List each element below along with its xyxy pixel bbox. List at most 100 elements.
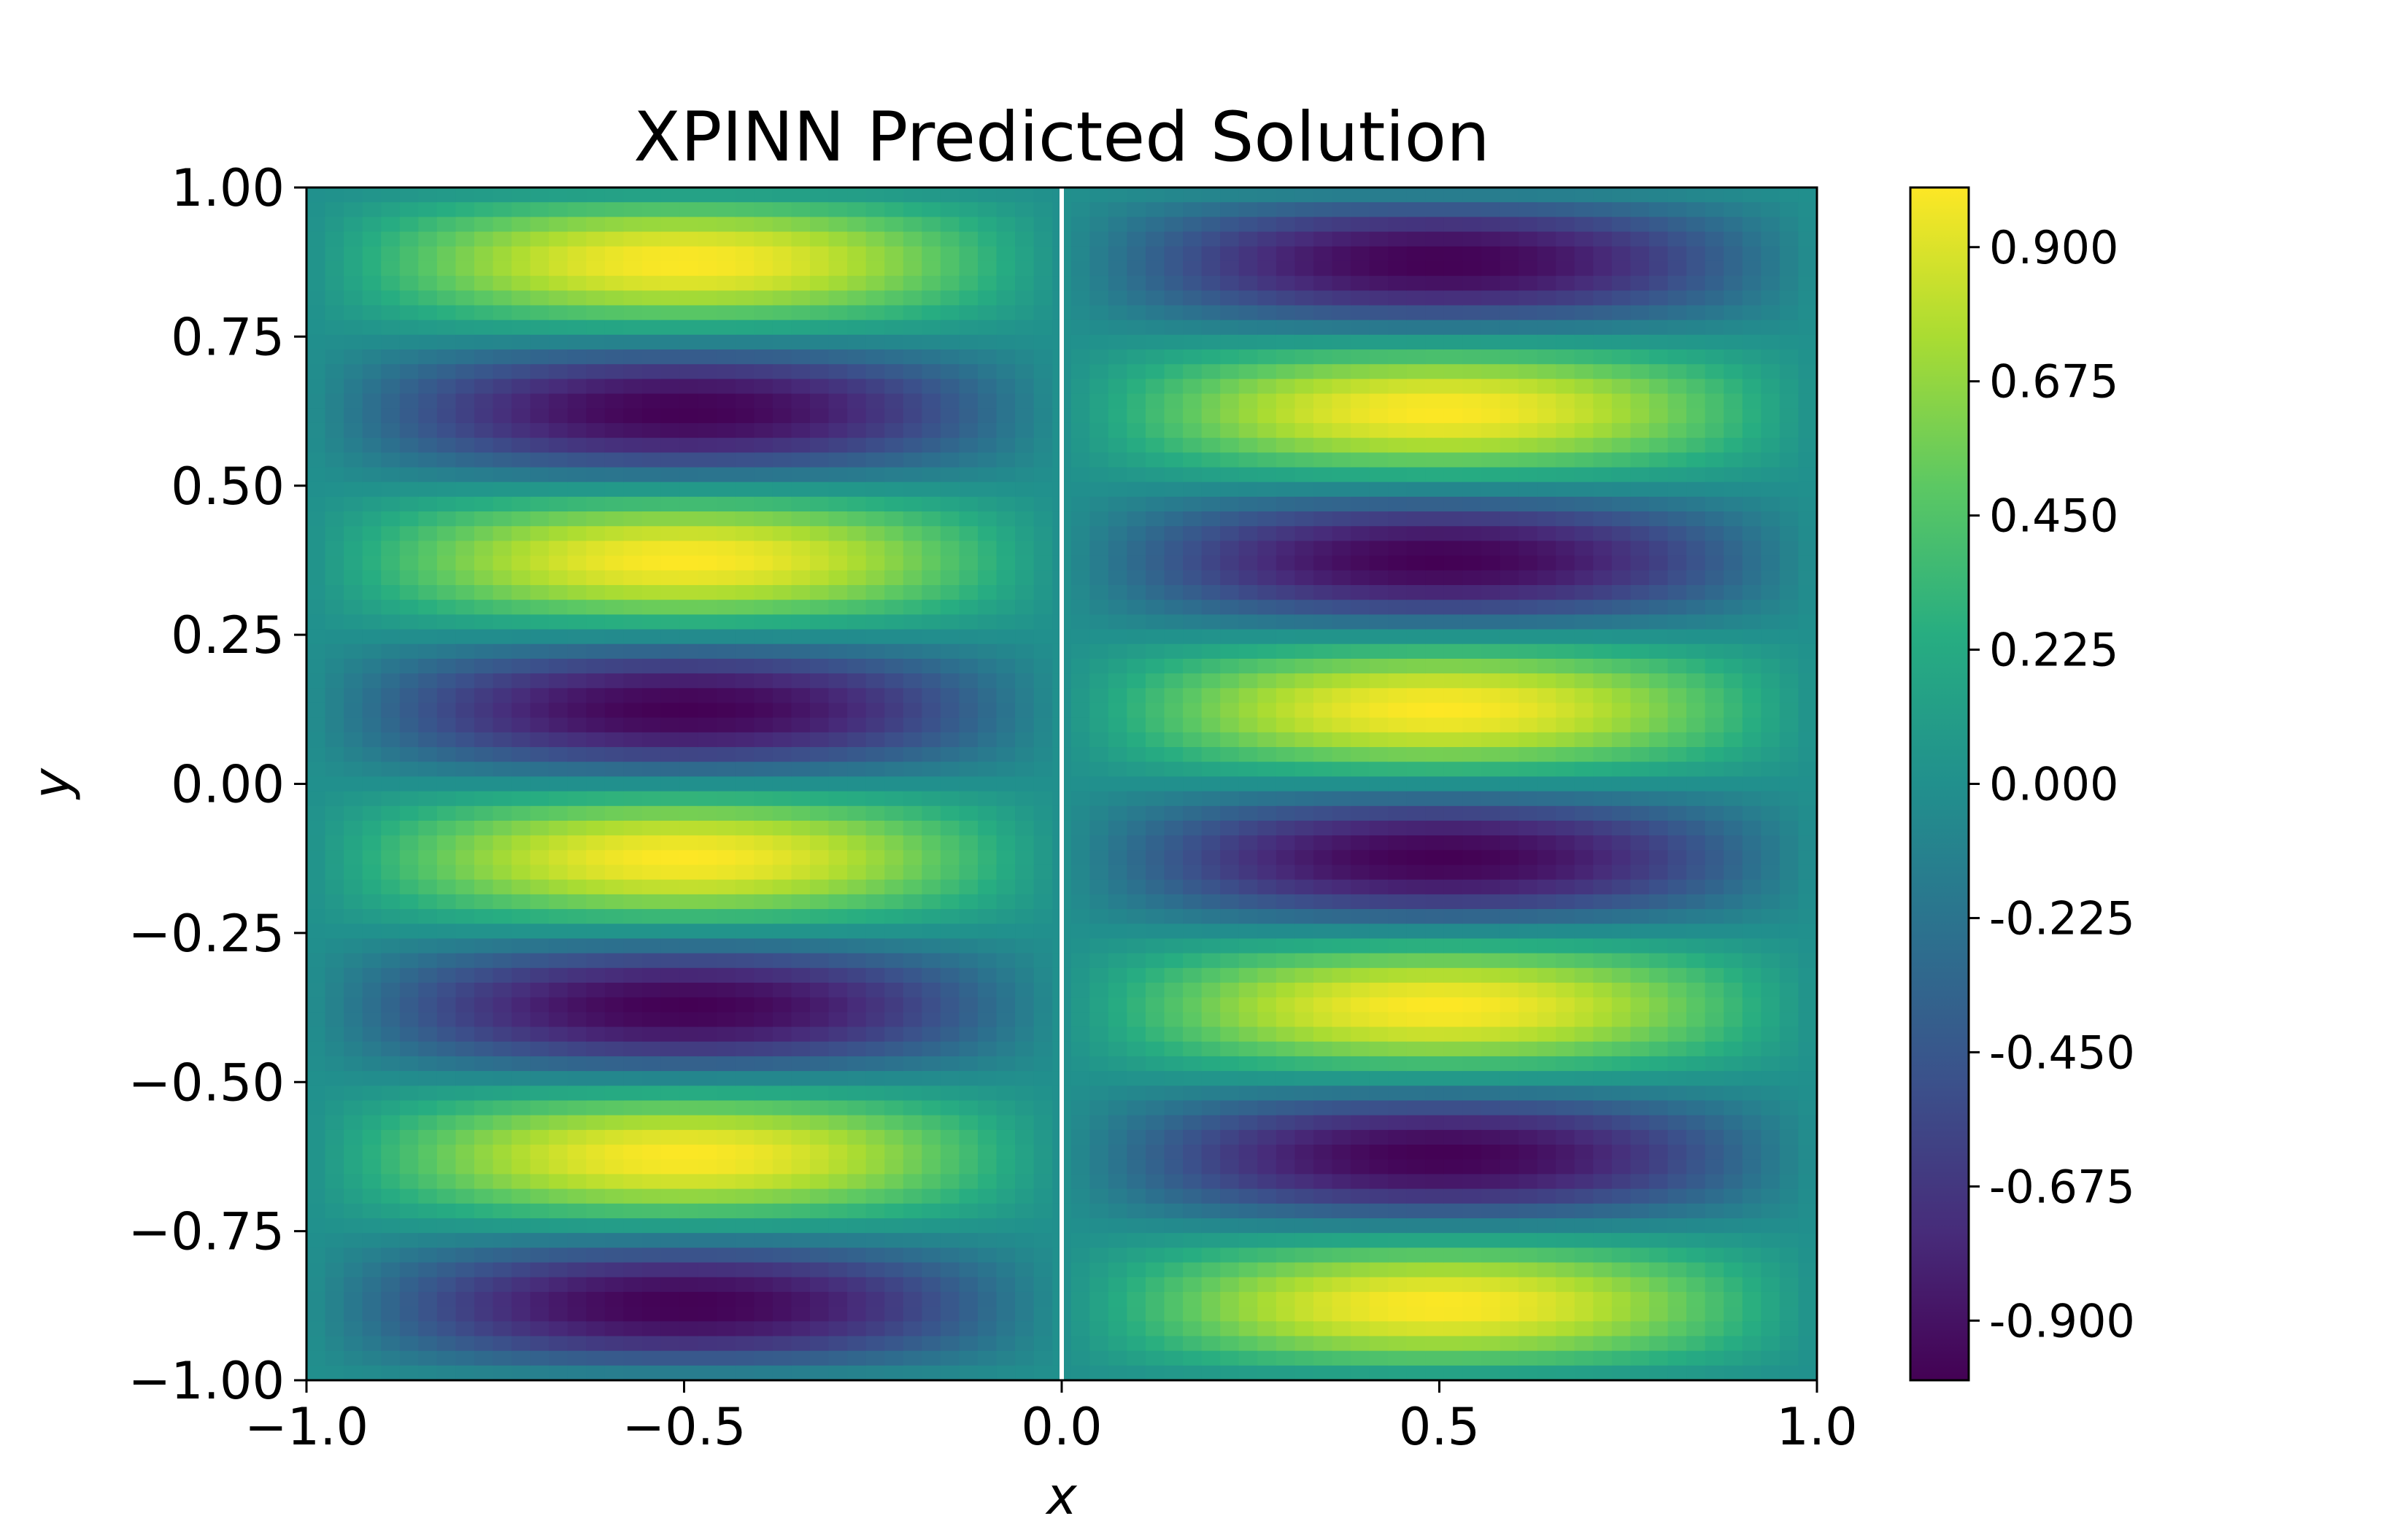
heatmap-cell [996, 600, 1016, 616]
heatmap-cell [436, 260, 457, 276]
heatmap-cell [1388, 1071, 1408, 1087]
heatmap-cell [828, 1262, 848, 1278]
heatmap-cell [623, 1307, 643, 1323]
heatmap-cell [791, 1041, 811, 1057]
heatmap-cell [586, 629, 606, 645]
heatmap-cell [418, 924, 438, 940]
heatmap-cell [1351, 1129, 1370, 1145]
heatmap-cell [1313, 805, 1333, 821]
heatmap-cell [959, 364, 979, 380]
heatmap-cell [512, 555, 531, 571]
heatmap-cell [1425, 496, 1445, 512]
heatmap-cell [884, 820, 904, 836]
heatmap-cell [455, 1321, 475, 1337]
heatmap-cell [903, 1350, 923, 1366]
heatmap-cell [642, 600, 662, 616]
heatmap-cell [530, 1071, 550, 1087]
heatmap-cell [418, 555, 438, 571]
heatmap-cell [1369, 924, 1389, 940]
heatmap-cell [1369, 276, 1389, 292]
heatmap-cell [698, 202, 718, 218]
heatmap-cell [530, 703, 550, 719]
heatmap-cell [344, 658, 363, 674]
heatmap-cell [1257, 1277, 1277, 1293]
heatmap-cell [623, 1159, 643, 1175]
heatmap-cell [1294, 202, 1314, 218]
heatmap-cell [493, 217, 512, 233]
heatmap-cell [474, 526, 494, 542]
heatmap-cell [418, 1277, 438, 1293]
heatmap-cell [325, 1291, 344, 1307]
heatmap-cell [1351, 1012, 1370, 1028]
heatmap-cell [959, 1071, 979, 1087]
heatmap-cell [660, 555, 680, 571]
heatmap-cell [623, 1041, 643, 1057]
heatmap-cell [1369, 260, 1389, 276]
heatmap-cell [418, 879, 438, 895]
heatmap-cell [1406, 894, 1427, 910]
heatmap-cell [754, 452, 773, 468]
heatmap-cell [996, 481, 1016, 498]
heatmap-cell [698, 1350, 718, 1366]
heatmap-cell [698, 791, 718, 807]
heatmap-cell [1220, 820, 1240, 836]
heatmap-cell [418, 1336, 438, 1352]
heatmap-cell [660, 1012, 680, 1028]
heatmap-cell [436, 924, 457, 940]
heatmap-cell [1443, 481, 1464, 498]
heatmap-cell [474, 924, 494, 940]
heatmap-cell [1294, 864, 1314, 881]
heatmap-cell [586, 747, 606, 763]
heatmap-cell [791, 541, 811, 557]
heatmap-cell [1443, 703, 1464, 719]
heatmap-cell [772, 688, 792, 704]
heatmap-cell [474, 805, 494, 821]
heatmap-cell [418, 1291, 438, 1307]
heatmap-cell [1406, 260, 1427, 276]
heatmap-cell [717, 1041, 736, 1057]
heatmap-cell [1127, 614, 1146, 630]
heatmap-cell [717, 1129, 736, 1145]
heatmap-cell [1332, 805, 1351, 821]
heatmap-cell [1257, 276, 1277, 292]
heatmap-cell [1201, 1233, 1222, 1249]
heatmap-cell [436, 953, 457, 969]
heatmap-cell [959, 614, 979, 630]
heatmap-cell [698, 1188, 718, 1204]
heatmap-cell [1127, 762, 1146, 778]
heatmap-cell [399, 658, 420, 674]
heatmap-cell [922, 673, 941, 689]
heatmap-cell [1089, 1203, 1109, 1219]
heatmap-cell [959, 1233, 979, 1249]
heatmap-cell [530, 246, 550, 262]
heatmap-cell [698, 1115, 718, 1131]
heatmap-cell [922, 997, 941, 1013]
heatmap-cell [1257, 246, 1277, 262]
heatmap-cell [940, 762, 960, 778]
heatmap-cell [512, 967, 531, 983]
heatmap-cell [735, 747, 755, 763]
heatmap-cell [306, 1218, 326, 1234]
heatmap-cell [362, 1247, 382, 1264]
heatmap-cell [978, 379, 997, 395]
heatmap-cell [810, 835, 830, 851]
heatmap-cell [1425, 320, 1445, 336]
heatmap-cell [1425, 1336, 1445, 1352]
heatmap-cell [306, 1336, 326, 1352]
heatmap-cell [549, 1100, 568, 1116]
heatmap-cell [1220, 452, 1240, 468]
heatmap-cell [1294, 924, 1314, 940]
heatmap-cell [865, 246, 886, 262]
heatmap-cell [436, 1365, 457, 1380]
heatmap-cell [847, 1307, 867, 1323]
heatmap-cell [604, 820, 625, 836]
heatmap-cell [418, 422, 438, 438]
heatmap-cell [1127, 202, 1146, 218]
heatmap-cell [1276, 1247, 1296, 1264]
heatmap-cell [1070, 717, 1091, 733]
heatmap-cell [978, 614, 997, 630]
heatmap-cell [604, 1056, 625, 1072]
heatmap-cell [362, 1321, 382, 1337]
heatmap-cell [474, 1041, 494, 1057]
heatmap-cell [828, 805, 848, 821]
